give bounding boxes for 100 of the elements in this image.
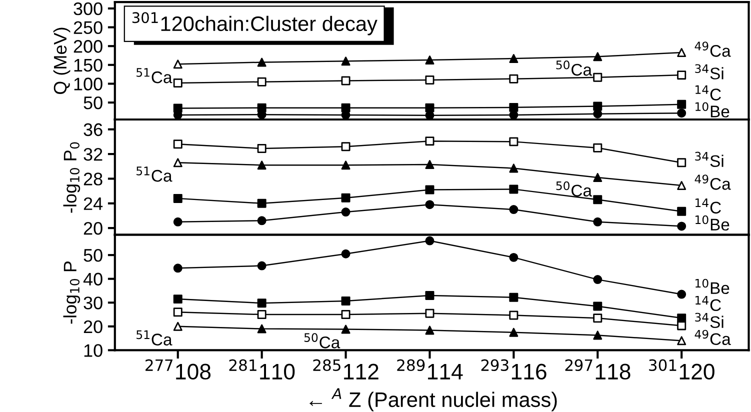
annotation: $^{50}$Ca — [556, 181, 592, 197]
point — [677, 100, 686, 109]
point — [425, 103, 434, 112]
point — [257, 77, 266, 86]
series-label: $^{14}$C — [696, 296, 721, 312]
point — [593, 302, 602, 311]
point — [509, 102, 518, 112]
y-axis-title: -log$_{10}$ P — [63, 262, 80, 324]
annotation: $^{51}$Ca — [136, 330, 172, 346]
point — [341, 296, 350, 306]
series-label: $^{34}$Si — [695, 64, 724, 80]
y-tick-label: 200 — [74, 40, 102, 53]
point — [509, 310, 518, 320]
point — [173, 308, 182, 317]
point — [257, 160, 266, 170]
point — [509, 184, 518, 194]
point — [341, 103, 350, 112]
series-label: $^{14}$C — [696, 85, 721, 100]
point — [173, 140, 182, 149]
point — [341, 324, 350, 334]
point — [425, 308, 434, 318]
y-tick-label: 24 — [84, 197, 103, 210]
point — [593, 330, 602, 340]
y-tick-label: 50 — [84, 248, 102, 262]
point — [677, 70, 686, 80]
y-tick-label: 40 — [83, 272, 102, 286]
point — [341, 76, 350, 86]
y-tick-label: 36 — [84, 123, 102, 136]
point — [425, 75, 434, 84]
point — [341, 56, 350, 66]
y-axis-title: Q (MeV) — [53, 28, 70, 94]
point — [341, 160, 350, 170]
point — [509, 328, 518, 337]
series-label: $^{49}$Ca — [694, 330, 731, 346]
point — [425, 326, 434, 335]
x-tick-label: $^{277}$108 — [146, 359, 211, 380]
point — [341, 310, 350, 320]
y-tick-label: 50 — [84, 96, 102, 110]
series-label: $^{34}$Si — [695, 152, 724, 168]
point — [677, 206, 686, 216]
point — [425, 56, 434, 65]
point — [509, 164, 518, 173]
point — [257, 103, 266, 112]
point — [257, 298, 266, 308]
point — [173, 294, 182, 304]
y-tick-label: 20 — [84, 222, 102, 235]
series-label: $^{10}$Be — [696, 102, 730, 118]
series-label: $^{49}$Ca — [694, 174, 731, 190]
point — [593, 102, 602, 111]
point — [257, 198, 266, 208]
y-tick-label: 32 — [84, 148, 102, 161]
point — [425, 290, 434, 300]
point — [509, 292, 518, 302]
point — [593, 195, 602, 204]
annotation: $^{51}$Ca — [136, 68, 172, 84]
point — [257, 144, 266, 153]
x-axis-title: ← $^{A}$ Z (Parent nuclei mass) — [310, 388, 557, 412]
point — [593, 314, 602, 323]
point — [341, 142, 350, 152]
x-tick-label: $^{289}$114 — [397, 359, 463, 380]
series-label: $^{10}$Be — [696, 278, 730, 294]
y-tick-label: 100 — [74, 78, 102, 90]
point — [257, 324, 266, 334]
annotation: $^{51}$Ca — [136, 166, 172, 182]
y-tick-label: 300 — [74, 2, 102, 16]
point — [341, 193, 350, 202]
point — [425, 160, 434, 170]
point — [425, 185, 434, 194]
y-tick-label: 150 — [74, 58, 102, 72]
series-label: $^{49}$Ca — [694, 42, 731, 57]
x-tick-label: $^{301}$120 — [649, 359, 714, 380]
series-label: $^{14}$C — [696, 198, 721, 214]
point — [593, 52, 602, 62]
point — [509, 137, 518, 146]
point — [173, 194, 182, 203]
y-tick-label: 30 — [84, 296, 102, 310]
series-label: $^{10}$Be — [696, 215, 730, 231]
point — [509, 74, 518, 84]
y-axis-title: -log$_{10}$ P$_{0}$ — [63, 142, 80, 213]
point — [677, 158, 686, 168]
point — [593, 143, 602, 152]
x-tick-label: $^{285}$112 — [313, 359, 378, 380]
point — [257, 58, 266, 67]
x-tick-label: $^{281}$110 — [229, 359, 295, 380]
point — [593, 172, 602, 182]
y-tick-label: 10 — [84, 344, 102, 357]
annotation: $^{50}$Ca — [556, 60, 592, 76]
y-tick-label: 28 — [84, 172, 102, 186]
point — [173, 78, 182, 88]
annotation: $^{50}$Ca — [304, 333, 340, 348]
text: $^{301}$120chain:Cluster decay — [132, 12, 378, 36]
series-label: $^{34}$Si — [695, 312, 724, 328]
point — [677, 321, 686, 330]
point — [593, 72, 602, 82]
point — [509, 54, 518, 64]
x-tick-label: $^{297}$118 — [565, 359, 630, 380]
point — [425, 136, 434, 146]
point — [173, 104, 182, 113]
y-tick-label: 20 — [84, 320, 102, 334]
point — [257, 310, 266, 320]
